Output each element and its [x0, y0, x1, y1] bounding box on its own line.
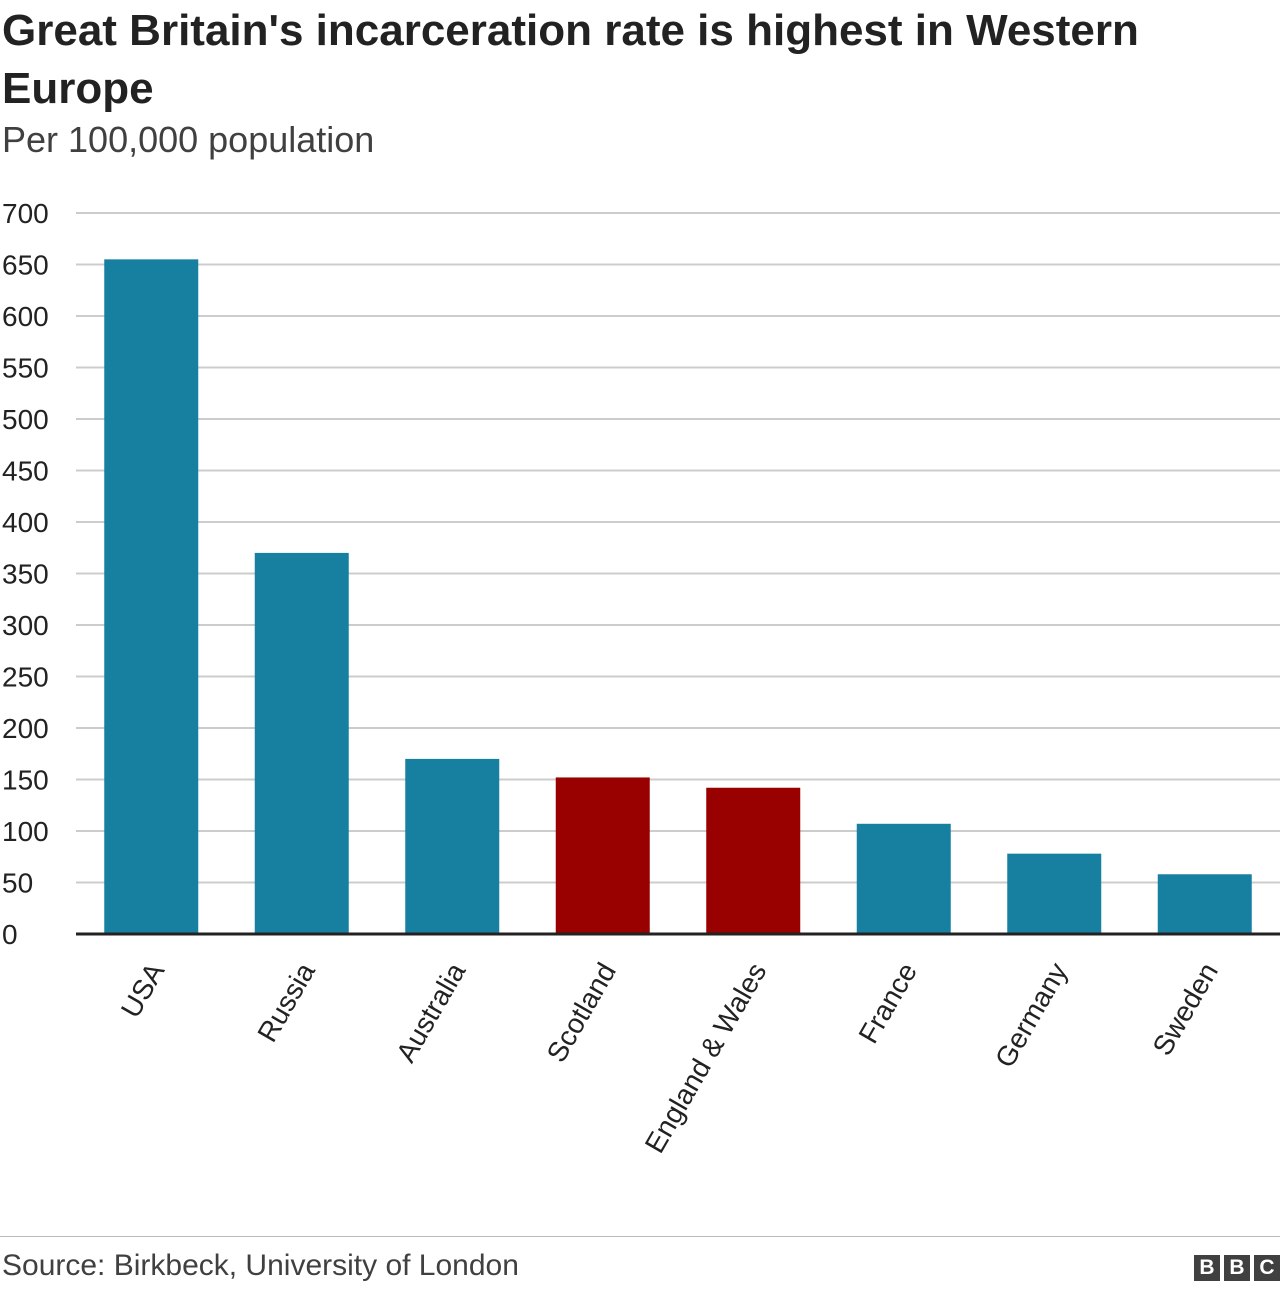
y-tick-label: 600 — [2, 301, 49, 332]
chart-subtitle: Per 100,000 population — [2, 119, 375, 160]
y-tick-label: 100 — [2, 816, 49, 847]
y-tick-label: 250 — [2, 662, 49, 693]
x-tick-label: Australia — [390, 957, 472, 1067]
bar-england-wales — [706, 787, 801, 934]
y-tick-label: 400 — [2, 507, 49, 538]
bbc-logo-letter: B — [1224, 1255, 1250, 1281]
bbc-logo-letter: B — [1194, 1255, 1220, 1281]
bar-france — [856, 823, 951, 934]
x-tick-label: France — [853, 958, 923, 1049]
x-tick-label: Sweden — [1147, 958, 1224, 1061]
bar-sweden — [1157, 874, 1252, 934]
y-tick-label: 450 — [2, 456, 49, 487]
y-tick-label: 150 — [2, 765, 49, 796]
y-tick-label: 350 — [2, 559, 49, 590]
x-tick-label: Germany — [989, 958, 1073, 1073]
y-tick-label: 300 — [2, 610, 49, 641]
bar-russia — [254, 552, 349, 934]
y-tick-label: 500 — [2, 404, 49, 435]
bar-scotland — [555, 777, 650, 934]
y-tick-label: 550 — [2, 353, 49, 384]
bar-usa — [104, 259, 199, 935]
x-tick-label: Scotland — [541, 958, 622, 1068]
y-tick-label: 700 — [2, 198, 49, 229]
chart-title: Great Britain's incarceration rate is hi… — [2, 6, 1139, 113]
footer-divider — [0, 1236, 1280, 1237]
bar-germany — [1007, 853, 1102, 934]
x-tick-label: England & Wales — [639, 958, 773, 1159]
y-tick-label: 50 — [2, 868, 33, 899]
source-note: Source: Birkbeck, University of London — [2, 1249, 519, 1282]
bbc-logo-letter: C — [1254, 1255, 1280, 1281]
bbc-logo: B B C — [1194, 1255, 1280, 1281]
y-tick-label: 0 — [2, 919, 18, 950]
x-tick-label: Russia — [251, 957, 321, 1047]
bar-australia — [405, 758, 500, 934]
y-tick-label: 650 — [2, 250, 49, 281]
y-tick-label: 200 — [2, 713, 49, 744]
x-tick-label: USA — [115, 957, 171, 1023]
